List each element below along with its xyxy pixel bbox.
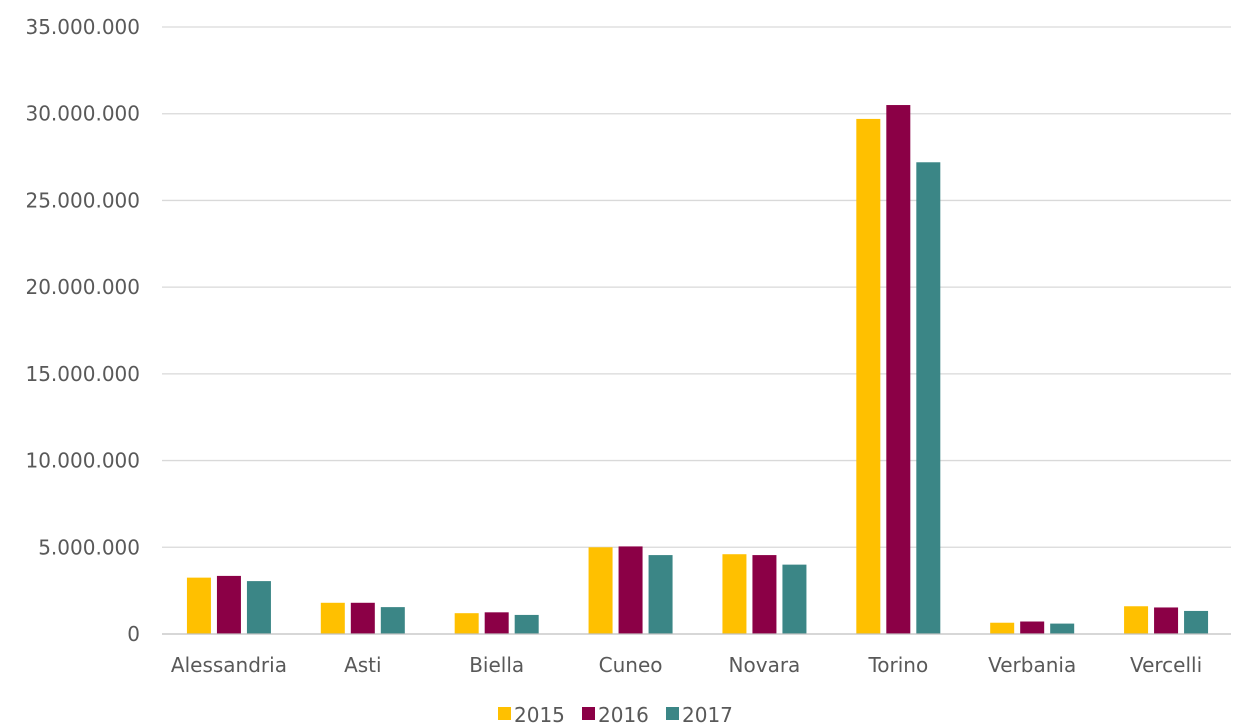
bar-vercelli-2016	[1154, 607, 1179, 634]
bar-torino-2016	[886, 105, 911, 635]
y-tick-label: 10.000.000	[25, 449, 140, 473]
bar-verbania-2016	[1020, 621, 1045, 634]
bars	[186, 105, 1209, 635]
legend-swatch-2016	[582, 707, 595, 720]
y-tick-label: 15.000.000	[25, 362, 140, 386]
y-tick-label: 35.000.000	[25, 15, 140, 39]
y-tick-label: 20.000.000	[25, 275, 140, 299]
bar-novara-2015	[722, 554, 747, 634]
bar-alessandria-2015	[186, 577, 211, 634]
x-category-label: Asti	[344, 653, 382, 677]
bar-novara-2016	[752, 555, 777, 634]
y-tick-label: 30.000.000	[25, 102, 140, 126]
bar-biella-2015	[454, 613, 479, 634]
bar-asti-2016	[350, 602, 375, 634]
bar-torino-2015	[856, 118, 881, 635]
bar-alessandria-2016	[216, 575, 241, 634]
bar-verbania-2015	[990, 622, 1015, 634]
bar-novara-2017	[782, 564, 807, 634]
bar-asti-2017	[380, 607, 405, 634]
bar-cuneo-2015	[588, 547, 613, 634]
bar-vercelli-2017	[1184, 610, 1209, 634]
x-category-label: Novara	[729, 653, 801, 677]
x-category-label: Verbania	[988, 653, 1076, 677]
bar-torino-2017	[916, 162, 941, 634]
bar-biella-2016	[484, 612, 509, 634]
legend-label-2015: 2015	[514, 703, 565, 727]
x-category-label: Torino	[867, 653, 928, 677]
bar-asti-2015	[320, 602, 345, 634]
legend: 2015 2016 2017	[498, 703, 733, 727]
gridlines	[162, 26, 1231, 548]
y-tick-label: 0	[127, 622, 140, 646]
y-axis-tick-labels: 0 5.000.000 10.000.000 15.000.000 20.000.000…	[25, 15, 140, 646]
legend-label-2017: 2017	[682, 703, 733, 727]
y-tick-label: 25.000.000	[25, 188, 140, 212]
x-category-label: Alessandria	[171, 653, 287, 677]
bar-alessandria-2017	[246, 581, 271, 634]
x-axis-category-labels: Alessandria Asti Biella Cuneo Novara Torino Ve…	[171, 653, 1202, 677]
legend-label-2016: 2016	[598, 703, 649, 727]
bar-biella-2017	[514, 614, 539, 634]
x-category-label: Vercelli	[1130, 653, 1202, 677]
legend-swatch-2015	[498, 707, 511, 720]
x-category-label: Biella	[469, 653, 524, 677]
bar-cuneo-2017	[648, 555, 673, 634]
bar-vercelli-2015	[1124, 606, 1149, 634]
bar-verbania-2017	[1050, 623, 1075, 634]
y-tick-label: 5.000.000	[38, 535, 140, 559]
bar-cuneo-2016	[618, 546, 643, 634]
x-category-label: Cuneo	[599, 653, 663, 677]
legend-swatch-2017	[666, 707, 679, 720]
